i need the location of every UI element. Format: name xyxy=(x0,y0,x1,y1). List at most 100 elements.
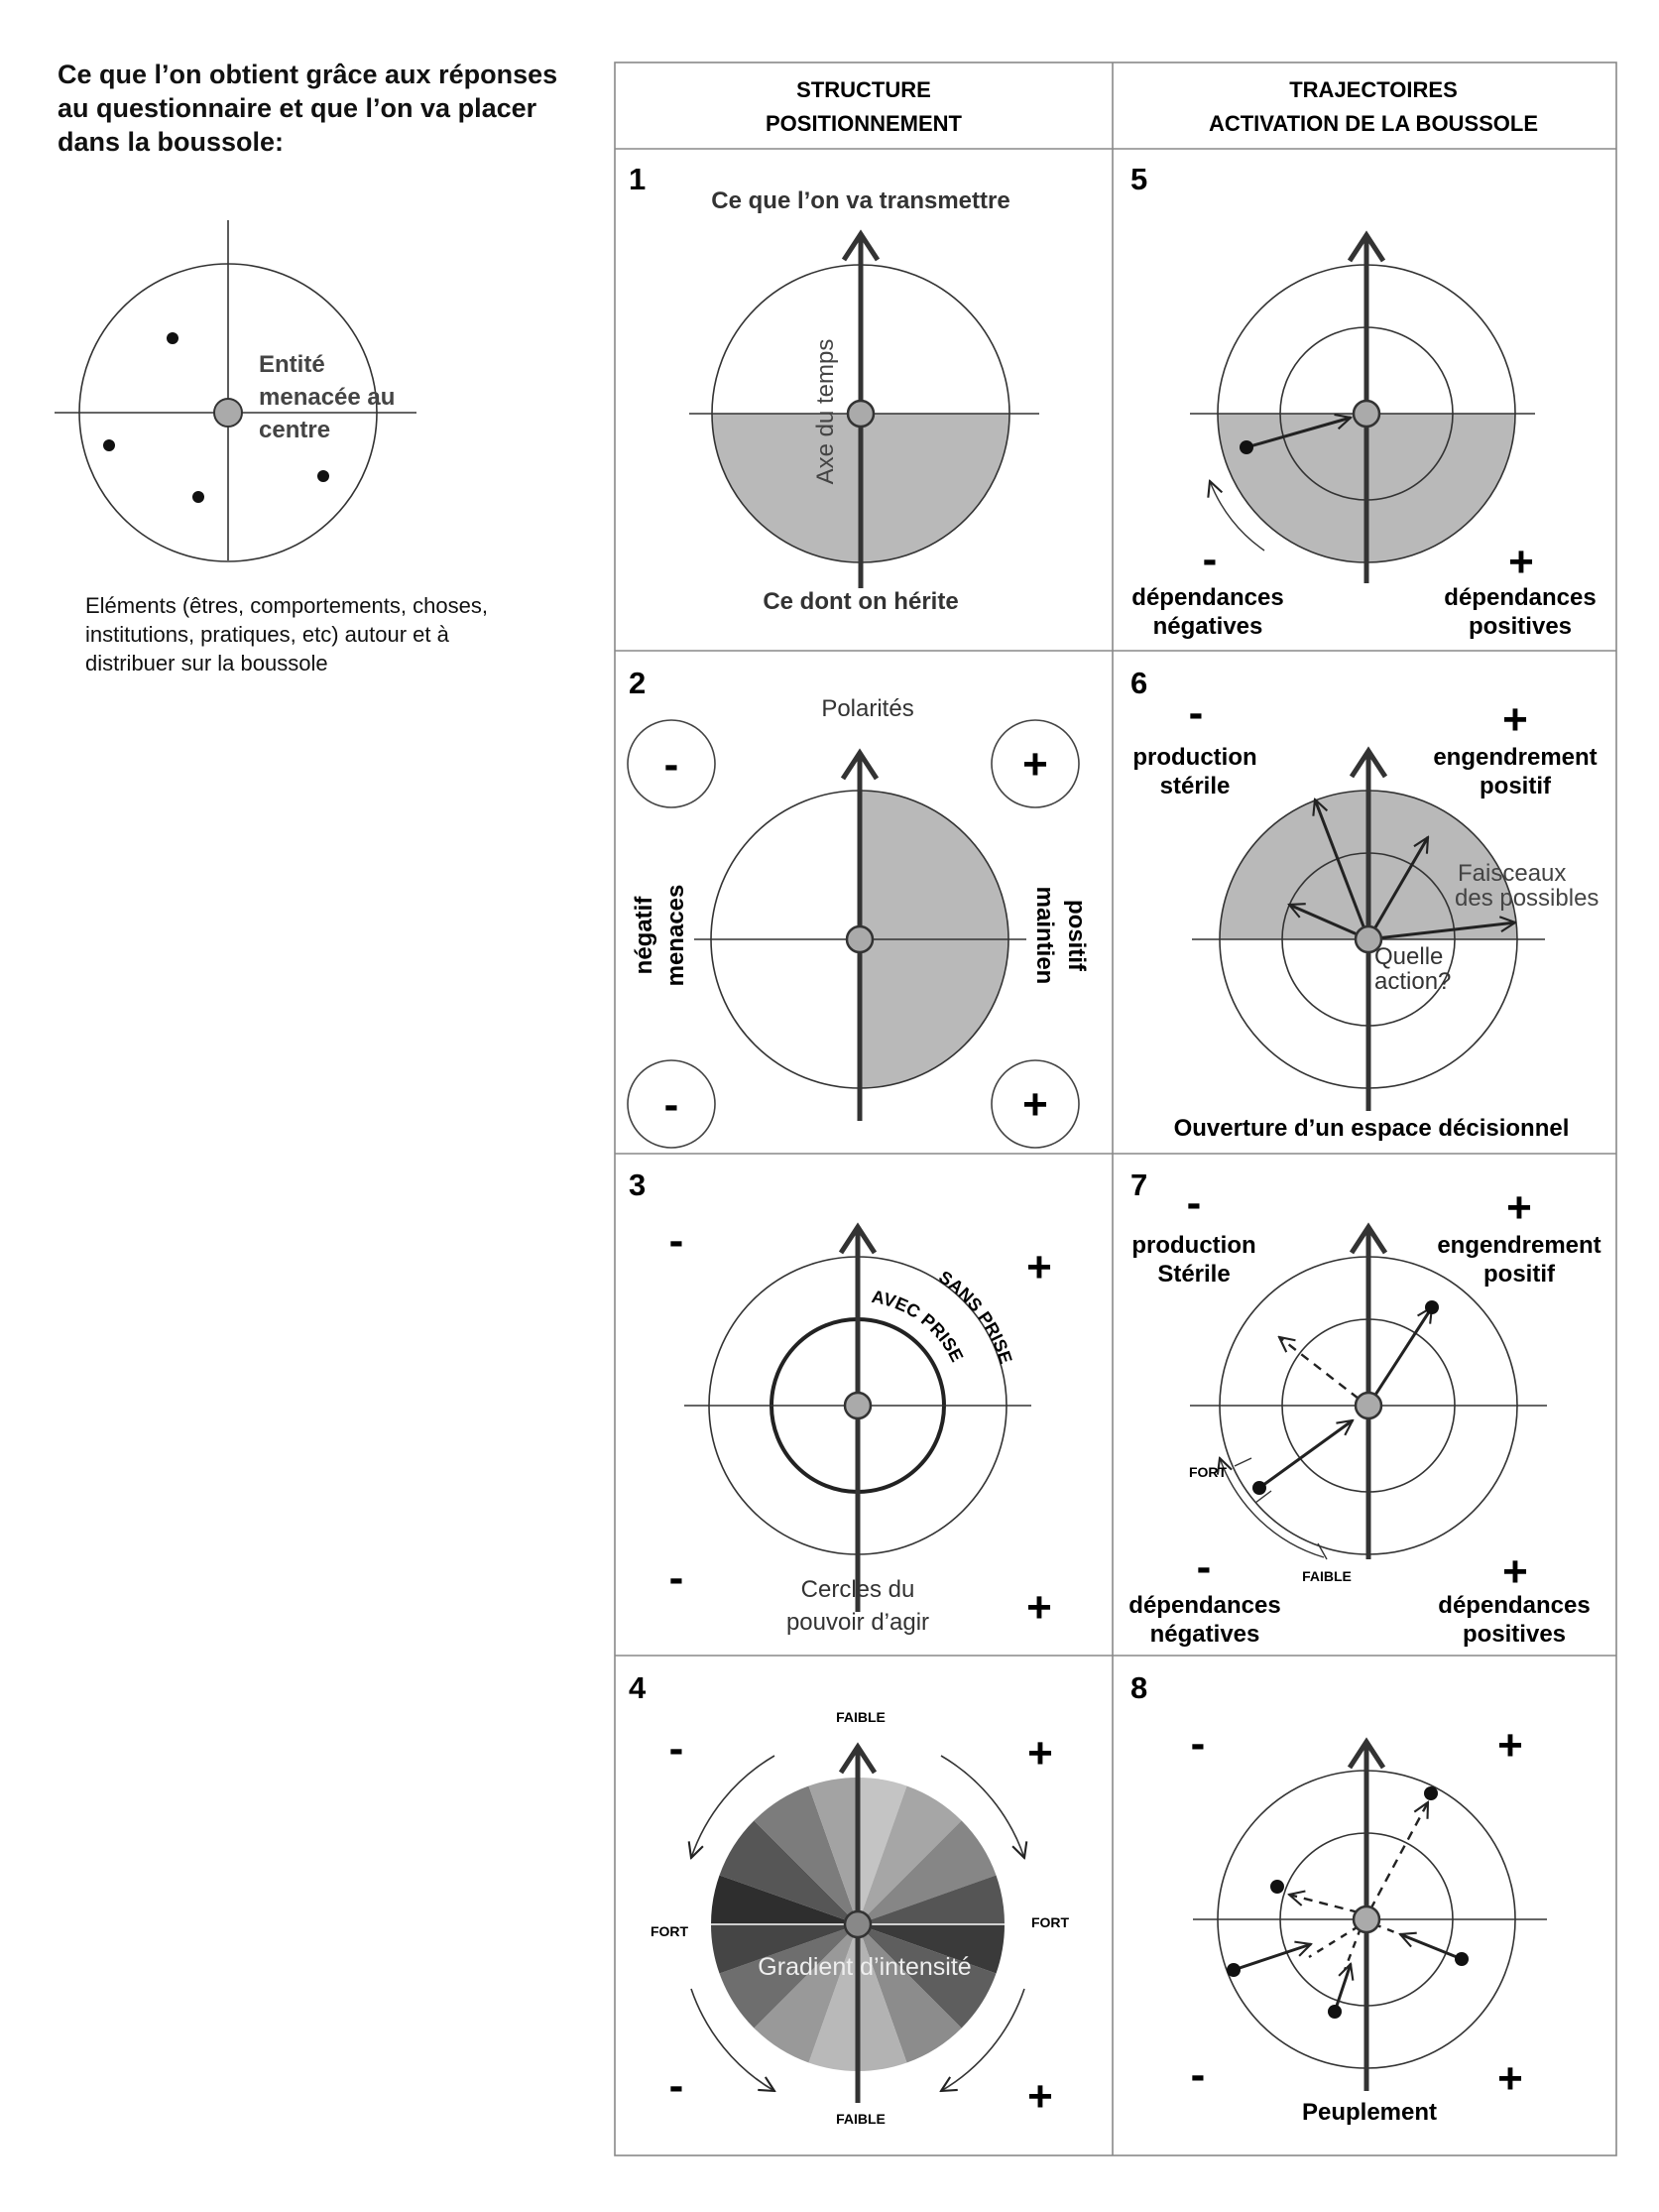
side-label: positif xyxy=(1483,1261,1556,1288)
panel-title: Polarités xyxy=(821,695,913,722)
side-label: négatif xyxy=(631,896,657,975)
dependency-label: négatives xyxy=(1150,1621,1260,1648)
panel-number: 8 xyxy=(1130,1670,1147,1705)
element-dot xyxy=(103,439,115,451)
panel-5: 5 - + dépendances négatives dépendances … xyxy=(1130,162,1597,640)
element-dot xyxy=(167,332,178,344)
plus-sign: + xyxy=(1027,2072,1053,2121)
panel-bottom-label: Peuplement xyxy=(1302,2099,1437,2126)
side-label: stérile xyxy=(1160,773,1231,799)
trajectory-arrow xyxy=(1366,1307,1432,1407)
center-entity-icon xyxy=(1352,399,1381,429)
panel-bottom-label: Cercles du xyxy=(801,1576,915,1603)
element-dot xyxy=(1425,1300,1439,1314)
dependency-label: dépendances xyxy=(1444,584,1596,611)
table-grid xyxy=(614,61,1617,2156)
intro-title: Ce que l’on obtient grâce aux réponses a… xyxy=(58,60,558,157)
dependency-label: dépendances xyxy=(1128,1592,1280,1619)
side-label: production xyxy=(1131,1232,1255,1259)
inner-circle-label: AVEC PRISE xyxy=(870,1287,967,1365)
minus-sign: - xyxy=(669,1553,684,1602)
panel-2: 2 Polarités - + - + négatif menaces posi… xyxy=(627,666,1090,1149)
side-label: positif xyxy=(1480,773,1552,799)
trajectory-arrow xyxy=(1258,1420,1353,1490)
side-label: positif xyxy=(1063,900,1090,972)
question-label: action? xyxy=(1374,968,1451,995)
side-label: menaces xyxy=(662,885,689,987)
intensity-label: FORT xyxy=(651,1923,689,1939)
element-dot xyxy=(1455,1952,1469,1966)
element-dot xyxy=(1240,440,1253,454)
minus-sign: - xyxy=(1203,535,1218,583)
panel-6: 6 - + production stérile engendrement po… xyxy=(1130,666,1599,1142)
intensity-label: FAIBLE xyxy=(836,1709,886,1725)
panel-bottom-label: Ce dont on hérite xyxy=(763,588,958,615)
plus-sign: + xyxy=(1502,1547,1528,1596)
beam-label: Faisceaux xyxy=(1458,860,1566,887)
minus-sign: - xyxy=(1189,688,1204,737)
question-label: Quelle xyxy=(1374,943,1443,970)
column-header: TRAJECTOIRES xyxy=(1289,77,1458,102)
intensity-label: FORT xyxy=(1031,1914,1070,1930)
panel-4: 4 FAIBLE FAIBLE FORT F xyxy=(629,1670,1069,2127)
minus-sign: - xyxy=(1187,1178,1202,1227)
minus-sign: - xyxy=(1191,2050,1206,2099)
panel-number: 6 xyxy=(1130,666,1147,700)
panel-number: 2 xyxy=(629,666,646,700)
dependency-label: dépendances xyxy=(1131,584,1283,611)
gradient-label: Gradient d’intensité xyxy=(758,1953,971,1981)
element-dot xyxy=(192,491,204,503)
panel-top-label: Ce que l’on va transmettre xyxy=(711,187,1009,214)
center-entity-icon xyxy=(843,1909,873,1939)
intro-compass: Entité menacée au centre xyxy=(55,220,416,562)
plus-sign: + xyxy=(1026,1243,1052,1291)
intensity-label: FAIBLE xyxy=(1302,1568,1352,1584)
plus-sign: + xyxy=(1026,1583,1052,1632)
side-label: Stérile xyxy=(1157,1261,1230,1288)
panel-8: 8 - + - + Peuplement xyxy=(1130,1670,1547,2126)
intensity-gradient-wheel xyxy=(710,1778,1005,2071)
plus-sign: + xyxy=(1506,1183,1532,1232)
plus-sign: + xyxy=(1027,1729,1053,1778)
center-entity-icon xyxy=(1354,1391,1383,1420)
element-dot xyxy=(1252,1481,1266,1495)
panel-bottom-label: Ouverture d’un espace décisionnel xyxy=(1174,1115,1570,1142)
center-entity-icon xyxy=(213,398,243,428)
intensity-label: FORT xyxy=(1189,1464,1228,1480)
intro-description: Eléments (êtres, comportements, choses, … xyxy=(85,593,488,676)
center-label-line: Entité xyxy=(259,351,325,378)
dependency-label: positives xyxy=(1463,1621,1566,1648)
beam-label: des possibles xyxy=(1455,885,1599,912)
panel-number: 7 xyxy=(1130,1167,1147,1202)
center-entity-icon xyxy=(1354,924,1383,954)
element-dot xyxy=(1424,1786,1438,1800)
panel-number: 1 xyxy=(629,162,646,196)
center-label-line: menacée au xyxy=(259,384,395,411)
plus-sign: + xyxy=(1022,1080,1048,1129)
column-header: ACTIVATION DE LA BOUSSOLE xyxy=(1209,111,1538,136)
element-dot xyxy=(1328,2005,1342,2019)
center-entity-icon xyxy=(845,924,875,954)
element-dot xyxy=(1270,1880,1284,1894)
minus-sign: - xyxy=(664,1080,679,1129)
panel-number: 5 xyxy=(1130,162,1147,196)
trajectory-arrow xyxy=(1245,418,1351,449)
panel-7: 7 - + production Stérile engendrement po… xyxy=(1128,1167,1600,1648)
dependency-label: positives xyxy=(1469,613,1572,640)
plus-sign: + xyxy=(1508,538,1534,586)
column-header: POSITIONNEMENT xyxy=(766,111,963,136)
population-arrows xyxy=(1233,1802,1463,2013)
dependency-label: dépendances xyxy=(1438,1592,1590,1619)
axis-label: Axe du temps xyxy=(812,339,839,485)
minus-sign: - xyxy=(1191,1719,1206,1768)
center-entity-icon xyxy=(1352,1905,1381,1934)
minus-sign: - xyxy=(669,2061,684,2110)
possibility-beams xyxy=(1289,799,1515,941)
minus-sign: - xyxy=(669,1216,684,1265)
element-dot xyxy=(317,470,329,482)
panel-3: 3 SANS PRISE AVEC PRISE - + - + Cercles … xyxy=(629,1167,1052,1636)
center-entity-icon xyxy=(846,399,876,429)
plus-sign: + xyxy=(1497,2054,1523,2103)
minus-sign: - xyxy=(1197,1542,1212,1591)
plus-sign: + xyxy=(1497,1721,1523,1770)
